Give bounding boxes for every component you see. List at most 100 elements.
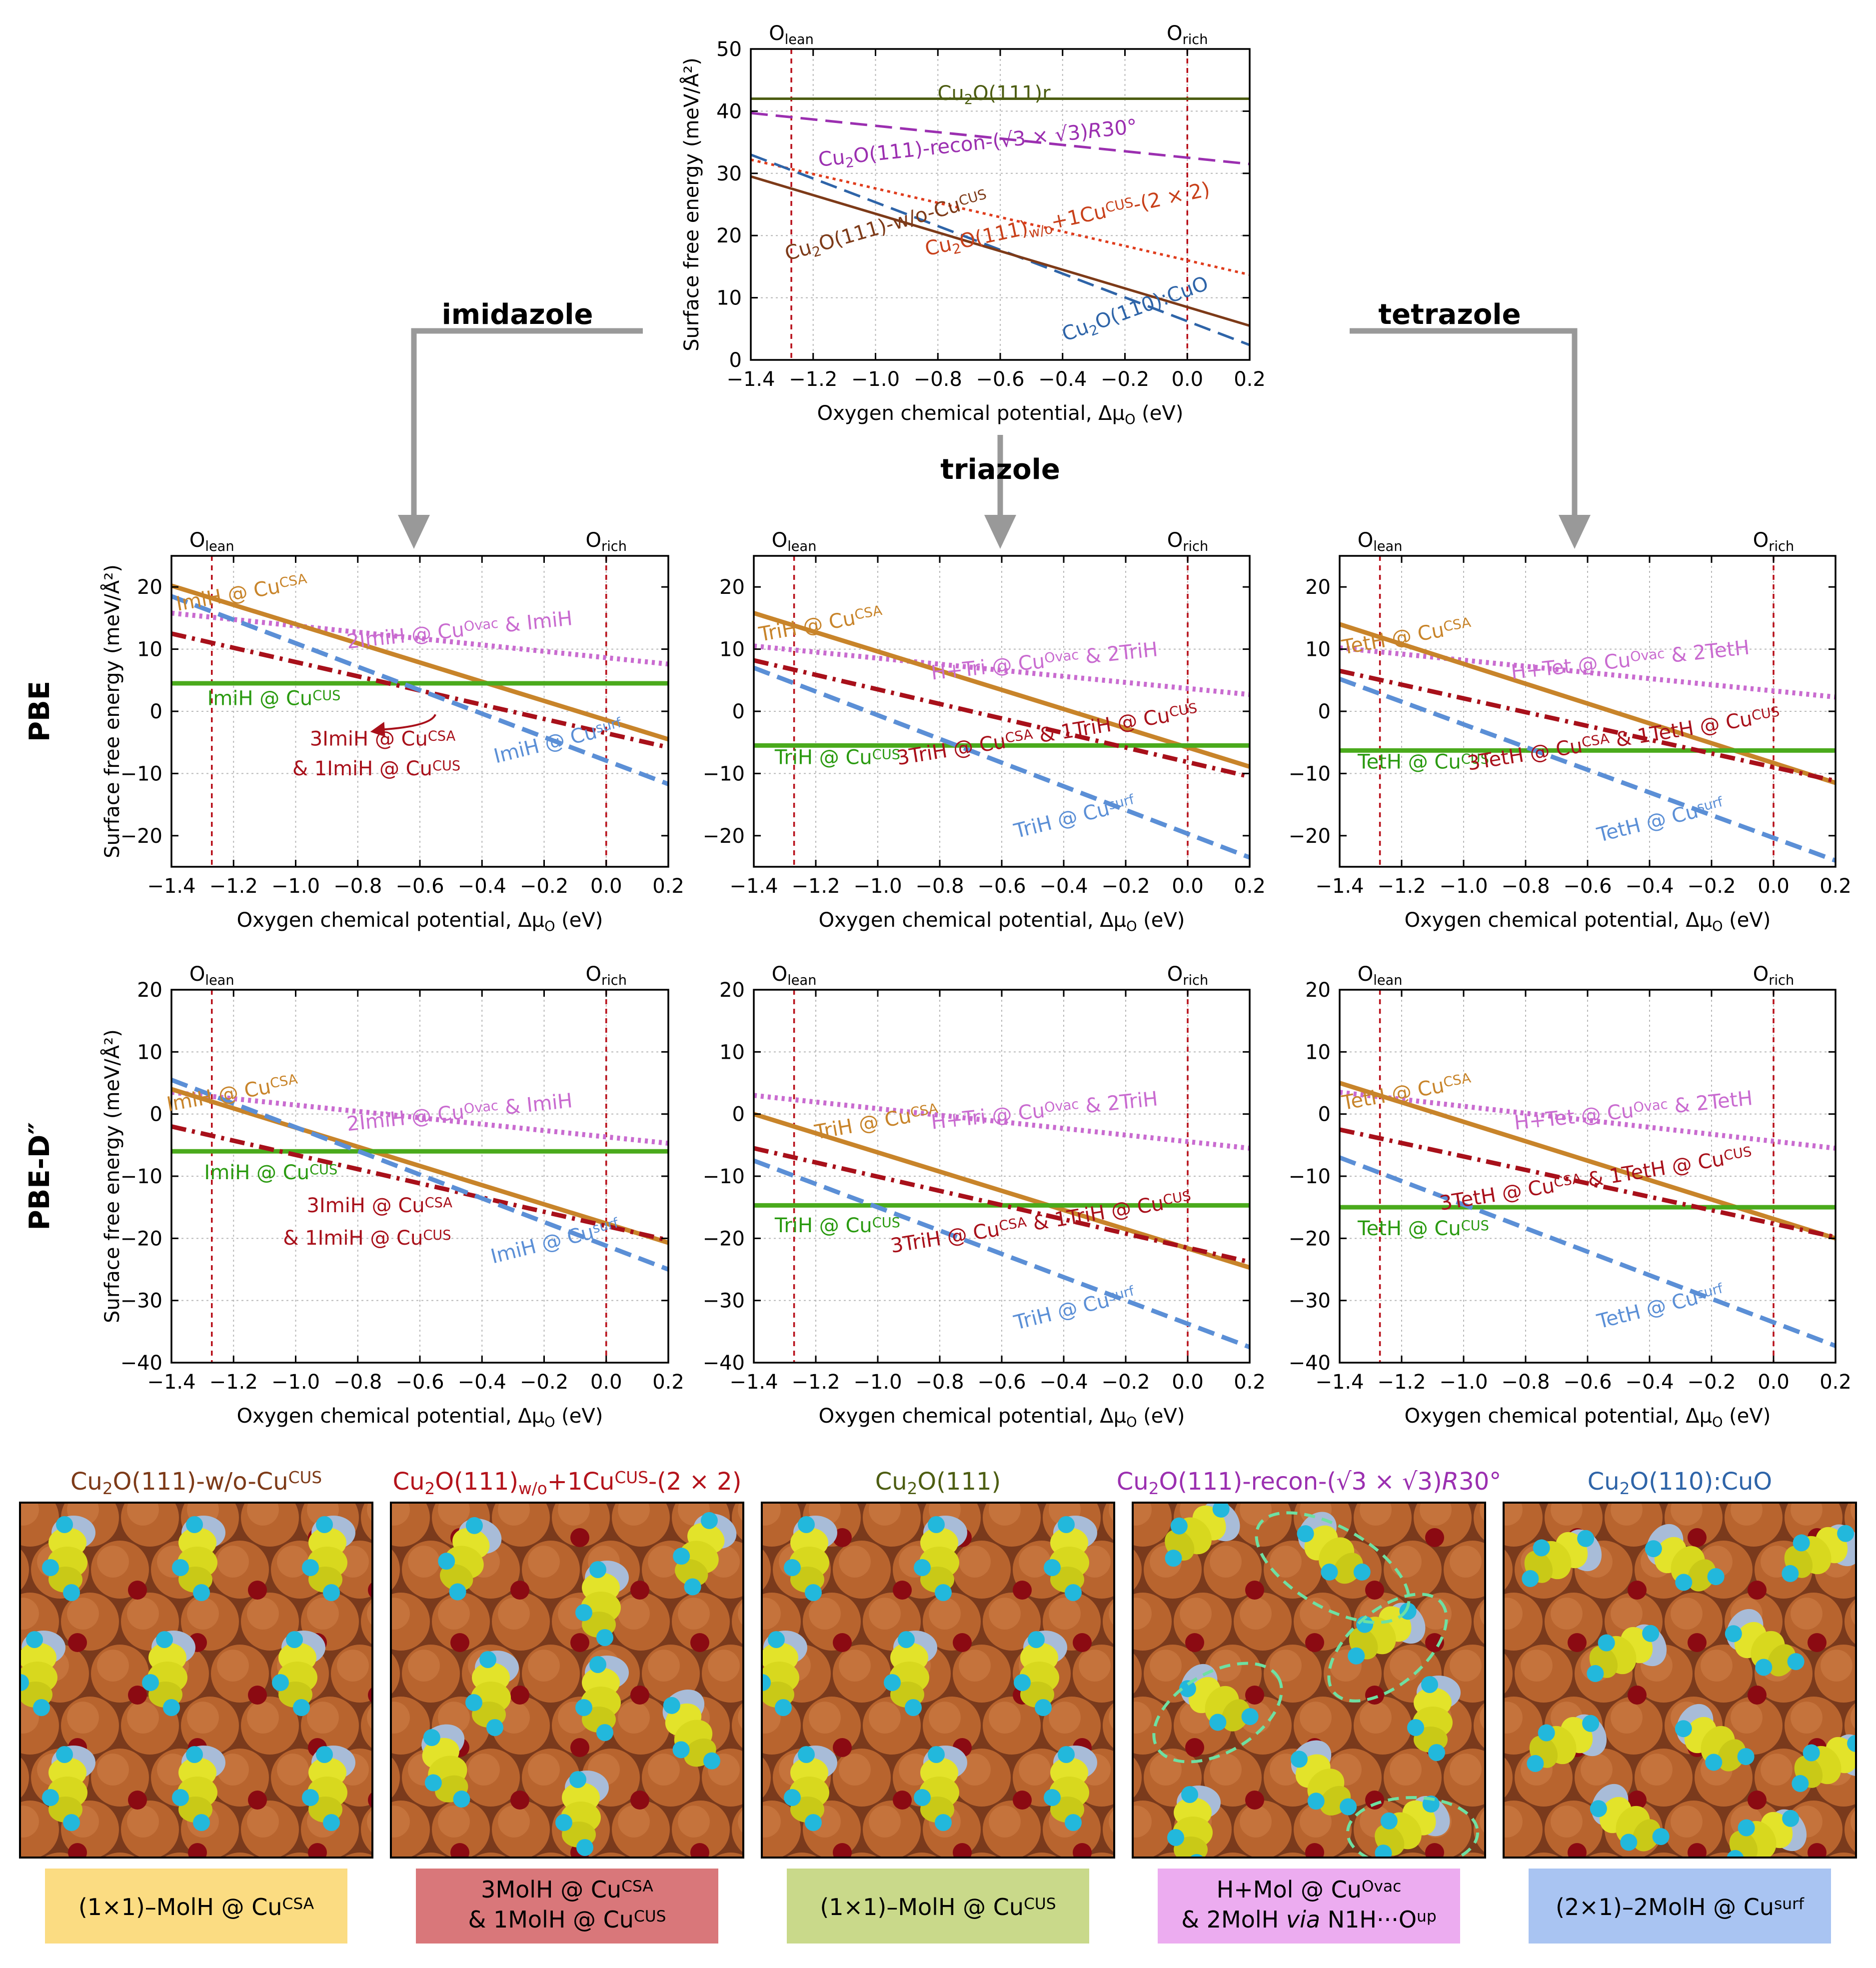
- copper-atom: [391, 1549, 400, 1591]
- x-tick-label: −0.6: [395, 875, 444, 898]
- hydrogen-atom: [928, 1516, 945, 1533]
- oxygen-atom: [630, 1686, 649, 1705]
- oxygen-atom: [1425, 1528, 1444, 1547]
- copper-atom-highlight: [1671, 1503, 1703, 1526]
- hydrogen-atom: [302, 1789, 319, 1806]
- x-tick-label: −0.2: [520, 875, 568, 898]
- copper-atom-highlight: [0, 1754, 9, 1786]
- oxygen-atom: [1245, 1791, 1264, 1810]
- carbon-atom: [1717, 1739, 1746, 1772]
- series-line: [1340, 622, 1836, 785]
- copper-atom-highlight: [1360, 1503, 1392, 1526]
- copper-atom-highlight: [1521, 1442, 1553, 1474]
- copper-atom-highlight: [869, 1503, 901, 1526]
- oxygen-atom: [690, 1843, 709, 1858]
- copper-atom-highlight: [97, 1754, 129, 1786]
- x-tick-label: −1.2: [791, 875, 840, 898]
- copper-atom-highlight: [708, 1650, 740, 1682]
- oxygen-atom: [128, 1581, 147, 1600]
- oxygen-atom: [68, 1633, 87, 1652]
- series-line: [171, 594, 668, 786]
- series-annotation: TetH @ Cusurf: [1595, 793, 1727, 847]
- copper-atom: [732, 1905, 790, 1963]
- copper-atom-highlight: [618, 1503, 650, 1526]
- tetrazole-arrowhead: [1559, 515, 1591, 549]
- structure-title: Cu2O(111)w/o+1CuCUS-(2 × 2): [393, 1468, 742, 1498]
- copper-atom-highlight: [1480, 1910, 1512, 1942]
- hydrogen-atom: [576, 1839, 593, 1856]
- adsorbed-molecule: [1348, 1603, 1426, 1665]
- oxygen-atom: [1808, 1843, 1827, 1858]
- configuration-label-text: & 2MolH via N1H···Oup: [1181, 1906, 1436, 1933]
- hydrogen-atom: [1792, 1775, 1809, 1792]
- x-tick-label: −0.4: [1625, 875, 1674, 898]
- x-tick-label: 0.0: [590, 875, 622, 898]
- copper-atom-highlight: [1270, 1650, 1302, 1682]
- copper-atom-highlight: [378, 1910, 410, 1942]
- copper-atom-highlight: [498, 1702, 530, 1734]
- series-line: [754, 643, 1250, 697]
- x-tick-label: −0.4: [458, 1371, 506, 1394]
- copper-atom: [1133, 1757, 1142, 1799]
- adsorbed-molecule: [555, 1771, 609, 1856]
- hydrogen-atom: [26, 1631, 43, 1648]
- copper-atom-highlight: [869, 1598, 901, 1630]
- copper-atom: [785, 1853, 818, 1858]
- copper-atom-highlight: [1851, 1910, 1876, 1942]
- tetrazole-arrow: [1350, 328, 1578, 520]
- copper-atom: [223, 1853, 256, 1858]
- copper-atom: [1827, 1853, 1856, 1858]
- y-axis-label: Surface free energy (meV/Å²): [100, 1029, 124, 1323]
- adsorbed-molecule: [914, 1746, 967, 1831]
- hydrogen-atom: [596, 1629, 613, 1646]
- oxygen-atom: [690, 1633, 709, 1652]
- series-annotation: TriH @ Cusurf: [1011, 1282, 1138, 1335]
- copper-atom-highlight: [929, 1702, 961, 1734]
- y-tick-label: 10: [137, 638, 162, 661]
- copper-atom-highlight: [989, 1702, 1021, 1734]
- copper-atom: [1815, 1437, 1873, 1495]
- hydrogen-atom: [1044, 1789, 1061, 1806]
- copper-atom-highlight: [498, 1806, 530, 1838]
- copper-atom-highlight: [648, 1650, 680, 1682]
- hydrogen-atom: [1738, 1819, 1755, 1837]
- oxygen-atom: [630, 1791, 649, 1810]
- adsorbed-molecule: [438, 1517, 502, 1601]
- oxygen-atom: [1568, 1843, 1587, 1858]
- x-tick-label: −1.0: [853, 875, 902, 898]
- hydrogen-atom: [1058, 1516, 1075, 1533]
- x-tick-label: −0.4: [1039, 875, 1088, 898]
- adsorbed-molecule: [42, 1516, 95, 1601]
- hydrogen-atom: [465, 1694, 482, 1711]
- hydrogen-atom: [1065, 1584, 1082, 1601]
- copper-atom-highlight: [528, 1754, 560, 1786]
- hydrogen-atom: [805, 1814, 822, 1831]
- hydrogen-atom: [1782, 1565, 1799, 1582]
- hydrogen-atom: [1181, 1786, 1198, 1803]
- y-tick-label: −10: [1289, 762, 1331, 785]
- copper-atom-highlight: [839, 1442, 871, 1474]
- chart-pbe-imi: Olean Orich −1.4 −1.2 −1.0 −0.8 −0.6 −0.4 −0.2 0.…: [100, 529, 684, 934]
- copper-atom-highlight: [97, 1546, 129, 1578]
- copper-atom: [1504, 1653, 1513, 1695]
- configuration-label: (2×1)–2MolH @ Cusurf: [1529, 1869, 1831, 1944]
- series-annotation: 3ImiH @ CuCSA: [306, 1194, 452, 1217]
- y-tick-label: 50: [716, 38, 742, 61]
- reference-line-label: Orich: [1167, 22, 1208, 47]
- series-line: [751, 153, 1250, 346]
- x-tick-label: −1.0: [853, 1371, 902, 1394]
- oxygen-atom: [1868, 1686, 1876, 1705]
- copper-atom-highlight: [1791, 1702, 1823, 1734]
- oxygen-atom: [893, 1791, 912, 1810]
- copper-atom-highlight: [618, 1806, 650, 1838]
- x-tick-label: −1.4: [726, 368, 775, 391]
- hydrogen-atom: [884, 1674, 901, 1691]
- hydrogen-atom: [316, 1746, 333, 1763]
- series-annotation: ImiH @ CuCUS: [207, 687, 341, 710]
- copper-atom: [474, 1853, 507, 1858]
- x-tick-label: −1.0: [271, 1371, 320, 1394]
- adsorbed-molecule: [1165, 1503, 1240, 1567]
- copper-atom: [0, 1853, 29, 1911]
- x-axis-label: Oxygen chemical potential, ΔμO (eV): [237, 909, 603, 934]
- hydrogen-atom: [449, 1583, 466, 1601]
